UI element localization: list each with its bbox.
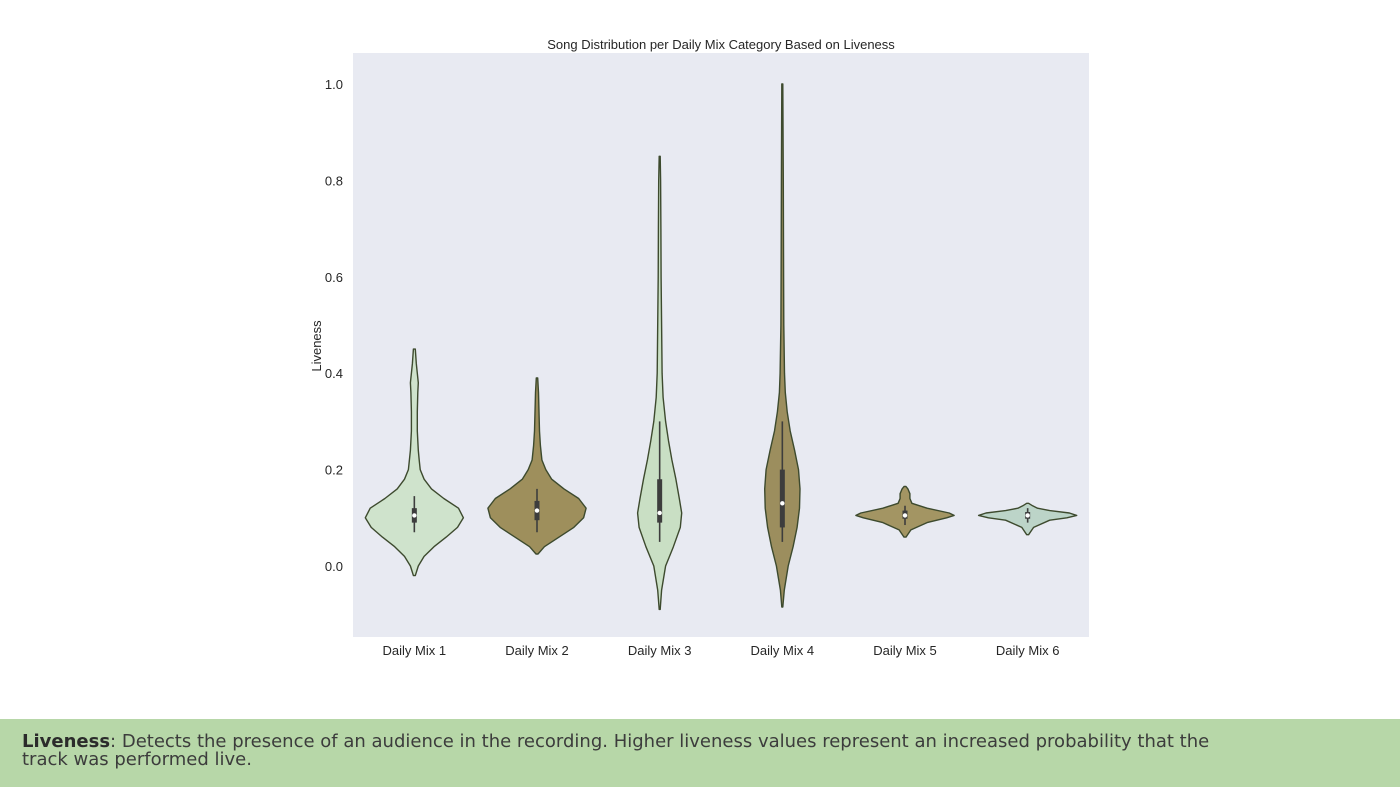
x-tick-label: Daily Mix 2 bbox=[505, 643, 569, 658]
y-tick-label: 0.4 bbox=[325, 366, 343, 381]
x-tick-label: Daily Mix 3 bbox=[628, 643, 692, 658]
plot-area bbox=[353, 53, 1089, 637]
violin-body bbox=[487, 377, 587, 555]
violin-median bbox=[902, 513, 908, 518]
violin-median bbox=[412, 513, 417, 518]
violin-median bbox=[657, 510, 662, 516]
violin-median bbox=[780, 501, 785, 506]
x-tick-label: Daily Mix 1 bbox=[383, 643, 447, 658]
y-tick-label: 0.0 bbox=[325, 559, 343, 574]
x-axis-ticks: Daily Mix 1 Daily Mix 2 Daily Mix 3 Daily M… bbox=[383, 643, 1060, 658]
violin-body bbox=[764, 83, 801, 608]
x-tick-label: Daily Mix 4 bbox=[751, 643, 815, 658]
y-axis-ticks: 0.0 0.2 0.4 0.6 0.8 1.0 bbox=[325, 77, 343, 574]
violin-median bbox=[1025, 513, 1030, 518]
y-tick-label: 0.6 bbox=[325, 270, 343, 285]
x-tick-label: Daily Mix 6 bbox=[996, 643, 1060, 658]
chart-title: Song Distribution per Daily Mix Category… bbox=[547, 37, 895, 52]
y-tick-label: 0.2 bbox=[325, 463, 343, 478]
y-tick-label: 0.8 bbox=[325, 173, 343, 188]
violin-chart: Song Distribution per Daily Mix Category… bbox=[309, 37, 1089, 658]
footer-separator: : bbox=[110, 731, 122, 752]
x-tick-label: Daily Mix 5 bbox=[873, 643, 937, 658]
violin-median bbox=[534, 508, 540, 513]
y-tick-label: 1.0 bbox=[325, 77, 343, 92]
violin-iqr-box bbox=[779, 469, 785, 528]
violin-body bbox=[364, 348, 465, 577]
y-axis-label: Liveness bbox=[309, 320, 324, 372]
footer-note: Liveness: Detects the presence of an aud… bbox=[0, 719, 1400, 787]
footer-term: Liveness bbox=[22, 731, 111, 752]
violin-body bbox=[636, 155, 683, 611]
violin-series bbox=[364, 83, 1078, 611]
footer-description: Detects the presence of an audience in t… bbox=[22, 731, 1210, 770]
violin-iqr-box bbox=[657, 479, 663, 523]
